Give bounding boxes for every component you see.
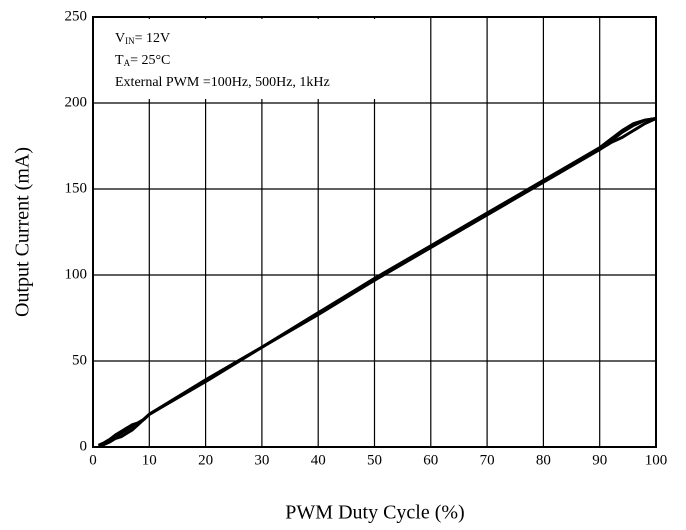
y-tick-label: 200 bbox=[65, 94, 88, 110]
annotation-part: = 12V bbox=[135, 31, 171, 46]
data-line bbox=[98, 117, 657, 448]
x-tick-label: 50 bbox=[367, 452, 382, 468]
plot-frame bbox=[92, 16, 657, 448]
x-tick-label: 90 bbox=[592, 452, 607, 468]
y-tick-label: 150 bbox=[65, 180, 88, 196]
x-tick-label: 10 bbox=[142, 452, 157, 468]
annotation: TA= 25°C bbox=[115, 53, 170, 68]
data-line bbox=[98, 116, 657, 448]
annotation: VIN= 12V bbox=[115, 31, 170, 46]
y-tick-label: 0 bbox=[80, 438, 88, 454]
y-tick-label: 50 bbox=[72, 352, 87, 368]
annotation-part: V bbox=[115, 31, 125, 46]
annotation-box bbox=[95, 19, 415, 99]
annotation: External PWM =100Hz, 500Hz, 1kHz bbox=[115, 75, 330, 90]
data-line bbox=[98, 116, 657, 447]
annotation-part: A bbox=[124, 58, 131, 68]
x-tick-label: 80 bbox=[536, 452, 551, 468]
y-tick-label: 100 bbox=[65, 266, 88, 282]
annotation-part: T bbox=[115, 53, 124, 68]
y-tick-label: 250 bbox=[65, 8, 88, 24]
annotation-part: IN bbox=[125, 36, 135, 46]
x-axis-label: PWM Duty Cycle (%) bbox=[285, 502, 464, 524]
x-tick-label: 20 bbox=[198, 452, 213, 468]
annotation-part: = 25°C bbox=[130, 53, 170, 68]
x-tick-label: 0 bbox=[89, 452, 97, 468]
x-tick-label: 100 bbox=[645, 452, 668, 468]
x-tick-label: 70 bbox=[480, 452, 495, 468]
annotation-part: External PWM =100Hz, 500Hz, 1kHz bbox=[115, 75, 330, 90]
x-tick-label: 30 bbox=[254, 452, 269, 468]
y-axis-label: Output Current (mA) bbox=[12, 147, 34, 317]
x-tick-label: 40 bbox=[311, 452, 326, 468]
x-tick-label: 60 bbox=[423, 452, 438, 468]
